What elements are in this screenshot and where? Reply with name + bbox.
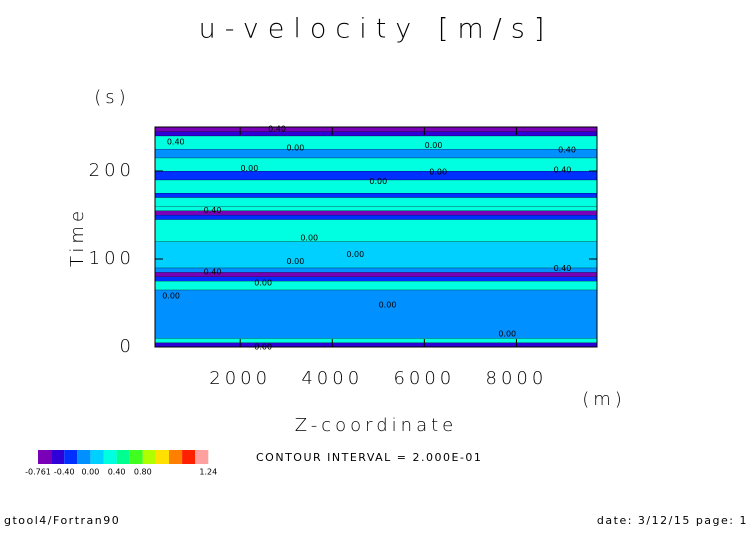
contour-label: 0.40 [204, 206, 222, 215]
colorbar-box [129, 450, 143, 464]
colorbar-label: -0.40 [54, 468, 75, 477]
colorbar-label: 0.40 [108, 468, 126, 477]
field-band [155, 276, 597, 281]
colorbar-label: 0.00 [81, 468, 99, 477]
field-band [155, 338, 597, 343]
contour-label: 0.40 [554, 166, 572, 175]
colorbar-box [90, 450, 104, 464]
y-axis-label: Time [67, 207, 88, 267]
colorbar-box [155, 450, 169, 464]
contour-label: 0.00 [287, 257, 305, 266]
colorbar-box [77, 450, 91, 464]
x-tick-label: 8000 [486, 368, 548, 389]
chart-title: u-velocity [m/s] [199, 14, 554, 45]
field-band [155, 210, 597, 215]
x-axis-label: Z-coordinate [295, 415, 458, 436]
field-band [155, 241, 597, 268]
contour-label: 0.00 [425, 141, 443, 150]
field-band [155, 131, 597, 136]
field-band [155, 171, 597, 180]
contour-label: 0.40 [268, 124, 286, 133]
colorbar-box [64, 450, 78, 464]
contour-label: 0.00 [287, 144, 305, 153]
colorbar-box [195, 450, 209, 464]
contour-label: 0.00 [162, 291, 180, 300]
colorbar-box [169, 450, 183, 464]
field-band [155, 157, 597, 171]
field-band [155, 127, 597, 132]
contour-label: 0.00 [498, 329, 516, 338]
y-unit: (s) [94, 87, 129, 108]
field-band [155, 272, 597, 277]
contour-label: 0.40 [167, 137, 185, 146]
colorbar-box [142, 450, 156, 464]
colorbar-label: 0.80 [134, 468, 152, 477]
field-band [155, 289, 597, 339]
y-tick-label: 0 [120, 336, 135, 357]
contour-label: 0.00 [300, 233, 318, 242]
colorbar-label: -0.761 [25, 468, 51, 477]
plot-frame [154, 126, 598, 348]
colorbar-label: 1.24 [199, 468, 217, 477]
field-band [155, 149, 597, 158]
field-band [155, 179, 597, 193]
contour-label: 0.00 [346, 250, 364, 259]
field-band [155, 215, 597, 220]
colorbar-box [182, 450, 196, 464]
contour-label: 0.40 [204, 268, 222, 277]
footer-left: gtool4/Fortran90 [4, 514, 120, 527]
x-tick-label: 4000 [301, 368, 363, 389]
field-band [155, 219, 597, 242]
y-tick-label: 100 [89, 248, 135, 269]
field-band [155, 135, 597, 149]
field-band [155, 281, 597, 290]
colorbar-box [103, 450, 117, 464]
field-band [155, 193, 597, 198]
contour-label: 0.00 [369, 177, 387, 186]
colorbar-box [51, 450, 65, 464]
y-tick-label: 200 [89, 160, 135, 181]
contour-interval: CONTOUR INTERVAL = 2.000E-01 [256, 451, 482, 464]
colorbar-box [38, 450, 52, 464]
x-unit: (m) [582, 389, 626, 410]
contour-label: 0.40 [554, 264, 572, 273]
contour-label: 0.00 [379, 300, 397, 309]
contour-label: 0.00 [429, 167, 447, 176]
field-band [155, 197, 597, 207]
x-tick-label: 6000 [393, 368, 455, 389]
colorbar-box [116, 450, 130, 464]
contour-label: 0.00 [240, 164, 258, 173]
field-band [155, 206, 597, 211]
field-band [155, 267, 597, 273]
field-band [155, 342, 597, 347]
x-tick-label: 2000 [209, 368, 271, 389]
contour-label: 0.00 [254, 278, 272, 287]
contour-label: 0.40 [558, 145, 576, 154]
footer-right: date: 3/12/15 page: 1 [597, 514, 748, 527]
